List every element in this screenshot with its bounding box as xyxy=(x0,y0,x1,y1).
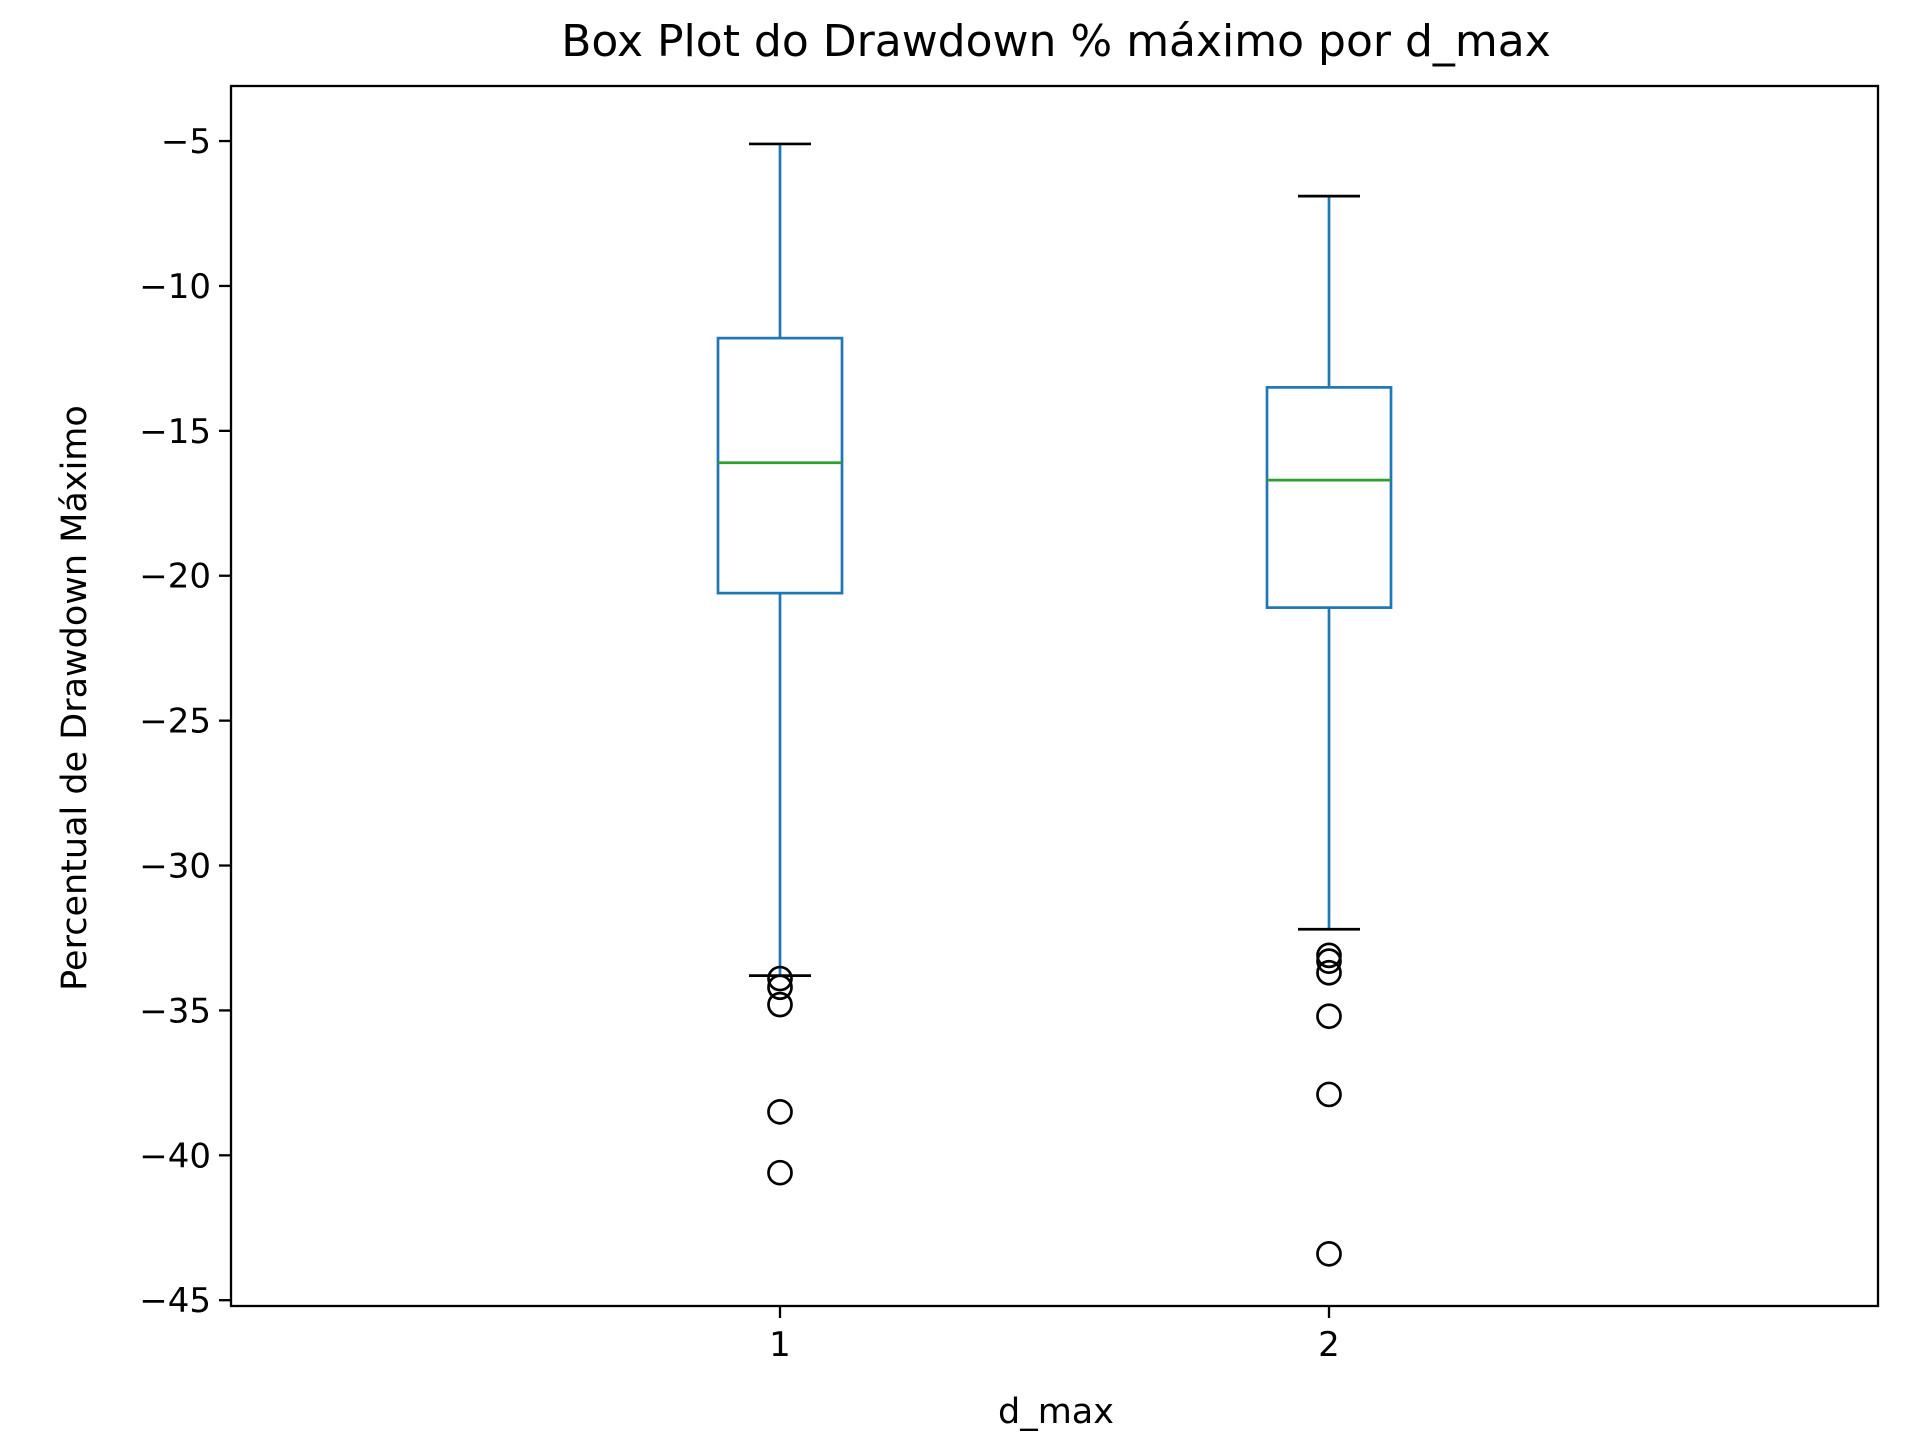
y-tick-label: −35 xyxy=(139,991,211,1031)
box-group-2 xyxy=(1265,194,1393,1267)
axes-frame xyxy=(229,84,1880,1308)
y-tick-label: −25 xyxy=(139,702,211,742)
y-axis-label: Percentual de Drawdown Máximo xyxy=(55,405,95,991)
outlier-point xyxy=(767,991,793,1018)
y-tick-label: −10 xyxy=(139,267,211,307)
y-tick-label: −20 xyxy=(139,557,211,597)
y-tick-label: −5 xyxy=(161,122,211,162)
box-group-1 xyxy=(716,142,844,1186)
x-tick-label: 1 xyxy=(769,1325,791,1365)
y-tick-label: −40 xyxy=(139,1136,211,1176)
outlier-point xyxy=(1316,948,1342,975)
outlier-point xyxy=(1316,1003,1342,1030)
box-iqr xyxy=(1265,386,1393,609)
x-tick-label: 2 xyxy=(1318,1325,1340,1365)
plot-area: −5 −10 −15 −20 −25 −30 −35 −40 −45 1 2 xyxy=(139,84,1880,1365)
outlier-point xyxy=(1316,1081,1342,1108)
x-axis-label: d_max xyxy=(998,1392,1114,1432)
y-tick-label: −30 xyxy=(139,847,211,887)
outlier-point xyxy=(767,965,793,992)
outlier-point xyxy=(767,1159,793,1186)
outlier-point xyxy=(767,1098,793,1125)
outlier-point xyxy=(1316,942,1342,969)
outlier-point xyxy=(1316,1240,1342,1267)
outlier-point xyxy=(767,974,793,1001)
outlier-point xyxy=(1316,959,1342,986)
box-iqr xyxy=(716,336,844,595)
y-tick-label: −15 xyxy=(139,412,211,452)
chart-title: Box Plot do Drawdown % máximo por d_max xyxy=(561,16,1551,67)
y-tick-label: −45 xyxy=(139,1281,211,1321)
